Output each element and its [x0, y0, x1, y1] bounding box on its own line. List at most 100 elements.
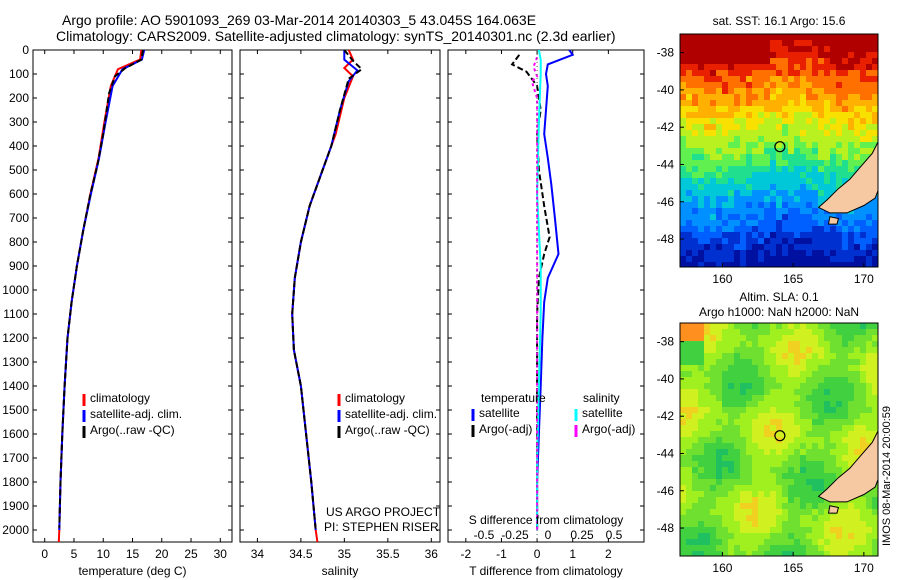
secondary-x-tick-label: -0.5: [474, 528, 495, 542]
map-frame: [679, 322, 879, 557]
legend-label: Argo(..raw -QC): [90, 423, 175, 437]
island: [827, 216, 840, 225]
x-tick-label: 5: [71, 547, 78, 561]
y-tick-label: 1500: [2, 403, 29, 417]
x-axis-label: temperature (deg C): [78, 564, 186, 578]
x-tick-label: 2: [605, 547, 612, 561]
y-tick-label: 200: [9, 91, 29, 105]
legend-label: satellite: [479, 406, 520, 420]
landmass: [817, 140, 878, 214]
map-x-tick-label: 170: [854, 561, 874, 575]
legend-label: Argo(..raw -QC): [345, 423, 430, 437]
legend-label: Argo(-adj): [582, 422, 635, 436]
legend-label: Argo(-adj): [479, 422, 532, 436]
figure-title-line1: Argo profile: AO 5901093_269 03-Mar-2014…: [62, 12, 537, 28]
map-field: [680, 323, 878, 556]
argo-position-marker: [774, 430, 786, 442]
map-x-tick-label: 170: [854, 272, 874, 286]
map-y-tick-label: -38: [657, 335, 675, 349]
annotation-project: US ARGO PROJECT: [326, 505, 441, 519]
y-tick-label: 1700: [2, 451, 29, 465]
legend-label: satellite-adj. clim.: [90, 407, 182, 421]
map-frame: [679, 33, 879, 268]
y-tick-label: 1900: [2, 499, 29, 513]
map-y-tick-label: -42: [657, 409, 675, 423]
profile-panel-2: 34 34.5 35 35.5 36 salinity: [239, 49, 441, 578]
x-tick-label: 15: [126, 547, 140, 561]
secondary-x-tick-label: 0: [545, 528, 552, 542]
map-y-tick-label: -40: [657, 83, 675, 97]
island: [827, 505, 840, 514]
map-panel-sst: 160 165 170 -38 -40 -42 -44 -46 -48 sat. SST: 16.…: [657, 14, 879, 286]
legend-title-temperature: temperature: [481, 391, 546, 405]
map-x-tick-label: 165: [783, 561, 803, 575]
x-tick-label: 34.5: [289, 547, 313, 561]
panel-frame: [32, 49, 233, 543]
y-tick-label: 700: [9, 211, 29, 225]
x-axis-label: salinity: [322, 564, 359, 578]
x-tick-label: -1: [496, 547, 507, 561]
y-tick-label: 900: [9, 259, 29, 273]
map-y-tick-label: -40: [657, 372, 675, 386]
map-x-tick-label: 160: [712, 272, 732, 286]
map-x-tick-label: 165: [783, 272, 803, 286]
map-y-tick-label: -48: [657, 521, 675, 535]
secondary-x-tick-label: -0.25: [501, 528, 529, 542]
legend-label: climatology: [345, 391, 405, 405]
legend-label: climatology: [90, 391, 150, 405]
x-tick-label: 10: [97, 547, 111, 561]
map-y-tick-label: -42: [657, 120, 675, 134]
x-tick-label: 35.5: [376, 547, 400, 561]
y-tick-label: 1200: [2, 331, 29, 345]
legend-title-salinity: salinity: [583, 391, 620, 405]
annotation-pi: PI: STEPHEN RISER: [324, 520, 439, 534]
landmass: [817, 429, 878, 503]
y-tick-label: 600: [9, 187, 29, 201]
y-tick-label: 1100: [3, 307, 29, 321]
y-tick-label: 0: [22, 43, 29, 57]
series-line: [536, 49, 575, 530]
y-tick-label: 1600: [2, 427, 29, 441]
y-tick-label: 1400: [2, 379, 29, 393]
y-tick-label: 500: [9, 163, 29, 177]
x-tick-label: 30: [214, 547, 228, 561]
y-tick-label: 300: [9, 115, 29, 129]
panel-frame: [447, 49, 645, 543]
x-tick-label: 34: [251, 547, 265, 561]
series-line: [530, 56, 539, 530]
x-tick-label: -2: [460, 547, 471, 561]
y-tick-label: 1800: [2, 475, 29, 489]
map-y-tick-label: -44: [657, 446, 675, 460]
imos-timestamp: IMOS 08-Mar-2014 20:00:59: [881, 406, 893, 546]
x-tick-label: 0: [41, 547, 48, 561]
legend-label: satellite: [582, 406, 623, 420]
map-title-sla: Altim. SLA: 0.1: [739, 290, 819, 304]
series-line: [536, 49, 542, 530]
map-title-sst: sat. SST: 16.1 Argo: 15.6: [713, 14, 846, 28]
figure-title-line2: Climatology: CARS2009. Satellite-adjuste…: [56, 28, 616, 44]
series-line: [291, 49, 364, 531]
map-y-tick-label: -38: [657, 46, 675, 60]
x-tick-label: 20: [155, 547, 169, 561]
secondary-x-tick-label: 0.5: [606, 528, 623, 542]
map-x-tick-label: 160: [712, 561, 732, 575]
x-tick-label: 25: [184, 547, 198, 561]
map-field: [680, 34, 878, 267]
secondary-x-axis-label: S difference from climatology: [469, 513, 624, 527]
map-y-tick-label: -48: [657, 232, 675, 246]
secondary-x-tick-label: 0.25: [570, 528, 594, 542]
x-tick-label: 36: [425, 547, 439, 561]
y-tick-label: 1300: [2, 355, 29, 369]
series-line: [58, 49, 144, 528]
x-tick-label: 0: [534, 547, 541, 561]
map-y-tick-label: -46: [657, 195, 675, 209]
legend-label: satellite-adj. clim.: [345, 407, 437, 421]
map-y-tick-label: -46: [657, 484, 675, 498]
map-subtitle-sla: Argo h1000: NaN h2000: NaN: [699, 305, 859, 319]
map-panel-sla: 160 165 170 -38 -40 -42 -44 -46 -48 Altim. SLA: 0…: [657, 290, 893, 575]
y-tick-label: 100: [9, 67, 29, 81]
argo-position-marker: [774, 141, 786, 153]
y-tick-label: 800: [9, 235, 29, 249]
y-tick-label: 400: [9, 139, 29, 153]
